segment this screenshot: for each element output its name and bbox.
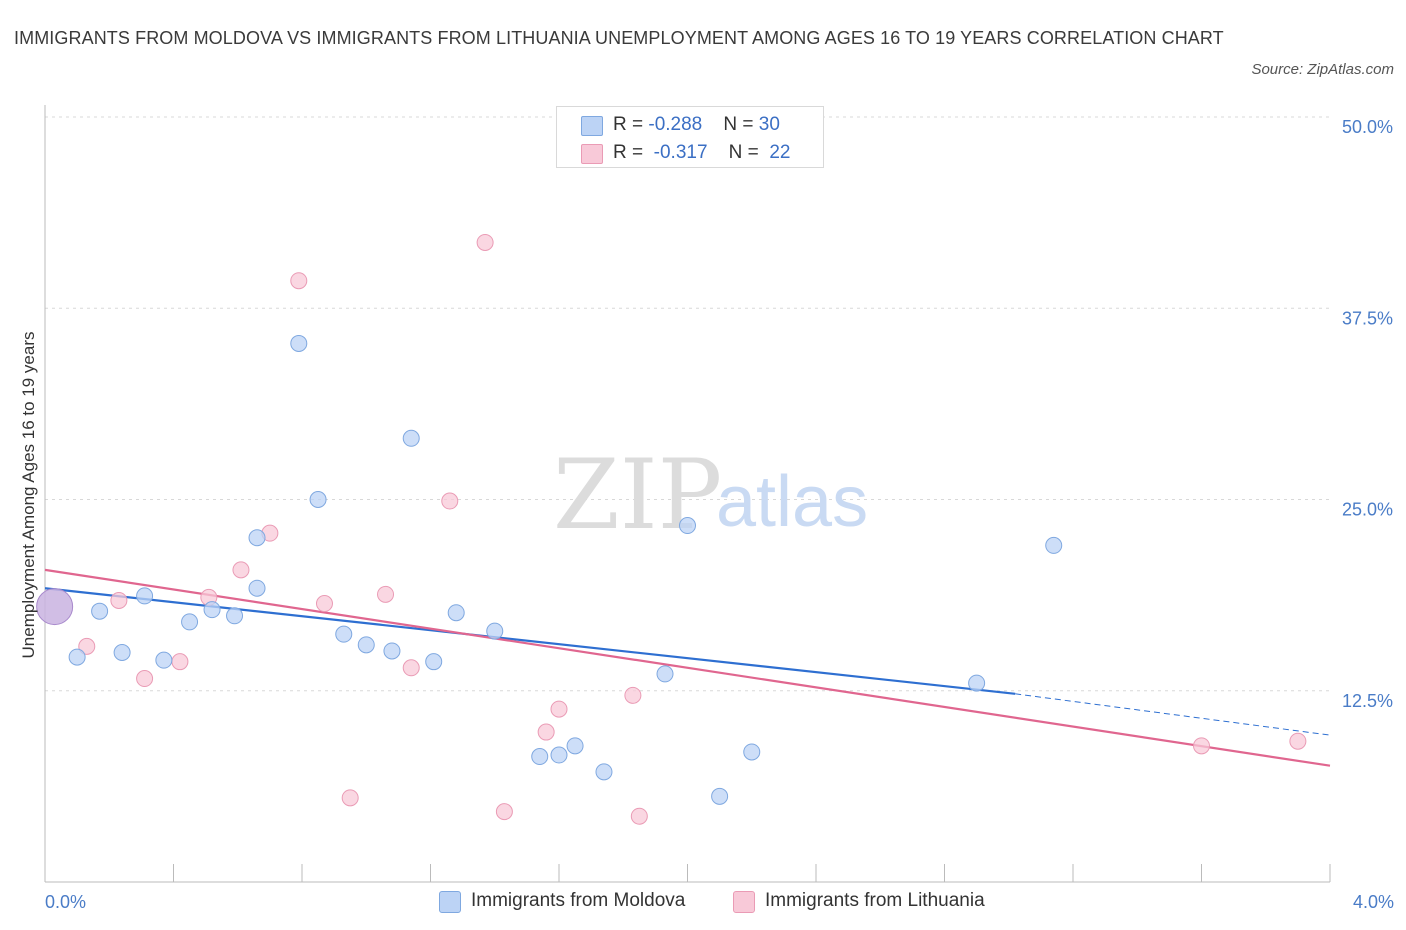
data-point-lithuania	[171, 653, 189, 671]
data-point-moldova	[181, 613, 199, 631]
y-tick-label: 12.5%	[1342, 691, 1393, 711]
data-point-moldova	[679, 517, 696, 535]
data-point-lithuania	[624, 686, 642, 704]
x-tick-max: 4.0%	[1353, 892, 1394, 912]
legend-n-label: N =	[723, 114, 759, 135]
y-tick-labels: 12.5% 25.0% 37.5% 50.0%	[1342, 117, 1393, 711]
data-point-moldova	[248, 579, 266, 597]
data-point-lithuania	[110, 591, 128, 609]
data-point-moldova	[968, 674, 986, 692]
legend-n-label: N =	[728, 142, 765, 163]
data-point-moldova	[531, 748, 549, 766]
data-point-moldova	[447, 604, 465, 622]
trend-line-lithuania	[44, 568, 1331, 767]
legend-r-label: R =	[613, 142, 649, 163]
grid-lines	[45, 116, 1330, 692]
legend: R = -0.288 N = 30 R = -0.317 N = 22	[556, 106, 824, 168]
data-point-lithuania	[136, 670, 154, 688]
data-point-lithuania	[1193, 737, 1210, 755]
data-point-lithuania	[476, 233, 494, 251]
data-point-lithuania	[537, 723, 555, 741]
y-axis-label: Unemployment Among Ages 16 to 19 years	[19, 332, 38, 659]
data-point-lithuania	[78, 637, 96, 655]
bottom-legend-swatch-lithuania	[733, 891, 755, 913]
y-tick-label: 25.0%	[1342, 500, 1393, 520]
data-point-moldova	[290, 334, 308, 352]
watermark-zip: ZIP	[553, 439, 722, 551]
data-point-moldova	[550, 746, 568, 764]
data-point-moldova	[113, 644, 131, 661]
data-point-lithuania	[290, 272, 308, 290]
data-point-moldova	[309, 491, 327, 508]
data-point-lithuania	[630, 807, 648, 825]
data-point-moldova	[1045, 536, 1063, 554]
data-point-lithuania	[550, 700, 568, 718]
source-label: Source: ZipAtlas.com	[1251, 61, 1394, 78]
data-point-lithuania	[495, 803, 513, 821]
legend-r-value-lithuania: -0.317	[653, 142, 708, 163]
bottom-legend-label-moldova: Immigrants from Moldova	[471, 890, 686, 911]
data-point-lithuania	[341, 789, 359, 807]
trend-lines	[44, 568, 1331, 767]
data-point-moldova	[656, 665, 674, 683]
data-point-moldova	[595, 763, 613, 781]
legend-swatch-moldova	[581, 116, 603, 136]
data-point-moldova	[486, 622, 504, 640]
y-tick-label: 50.0%	[1342, 117, 1393, 137]
legend-n-value-moldova: 30	[758, 114, 780, 135]
data-point-lithuania	[402, 659, 420, 677]
data-point-lithuania	[315, 595, 333, 613]
bottom-legend-label-lithuania: Immigrants from Lithuania	[765, 890, 985, 911]
data-point-moldova	[566, 737, 584, 755]
data-point-lithuania	[1289, 732, 1307, 750]
legend-r-label: R =	[613, 114, 649, 135]
watermark-atlas: atlas	[716, 462, 868, 542]
data-point-moldova	[357, 636, 375, 654]
trend-line-moldova	[44, 587, 1016, 695]
data-point-moldova	[383, 642, 401, 660]
legend-n-value-lithuania: 22	[769, 142, 791, 163]
x-tick-min: 0.0%	[45, 892, 86, 912]
data-points	[36, 233, 1307, 825]
data-point-moldova	[402, 429, 420, 447]
legend-r-value-moldova: -0.288	[648, 114, 703, 135]
data-point-moldova	[155, 651, 173, 669]
data-point-moldova	[425, 653, 443, 671]
data-point-moldova	[203, 601, 221, 619]
data-point-moldova	[335, 625, 353, 643]
data-point-lithuania	[232, 561, 250, 579]
bottom-legend-swatch-moldova	[439, 891, 461, 913]
data-point-lithuania	[377, 585, 395, 603]
data-point-moldova	[91, 602, 109, 620]
data-point-moldova	[743, 743, 761, 761]
data-point-moldova	[36, 588, 74, 626]
data-point-moldova	[226, 607, 244, 625]
data-point-moldova	[136, 587, 154, 605]
data-point-moldova	[68, 648, 86, 666]
data-point-moldova	[248, 529, 266, 547]
chart-title: IMMIGRANTS FROM MOLDOVA VS IMMIGRANTS FR…	[14, 28, 1224, 48]
data-point-lithuania	[441, 492, 459, 510]
legend-swatch-lithuania	[581, 144, 603, 164]
axes	[44, 105, 1331, 883]
data-point-moldova	[711, 787, 729, 805]
trend-line-moldova-extension	[1015, 693, 1331, 736]
y-tick-label: 37.5%	[1342, 308, 1393, 328]
